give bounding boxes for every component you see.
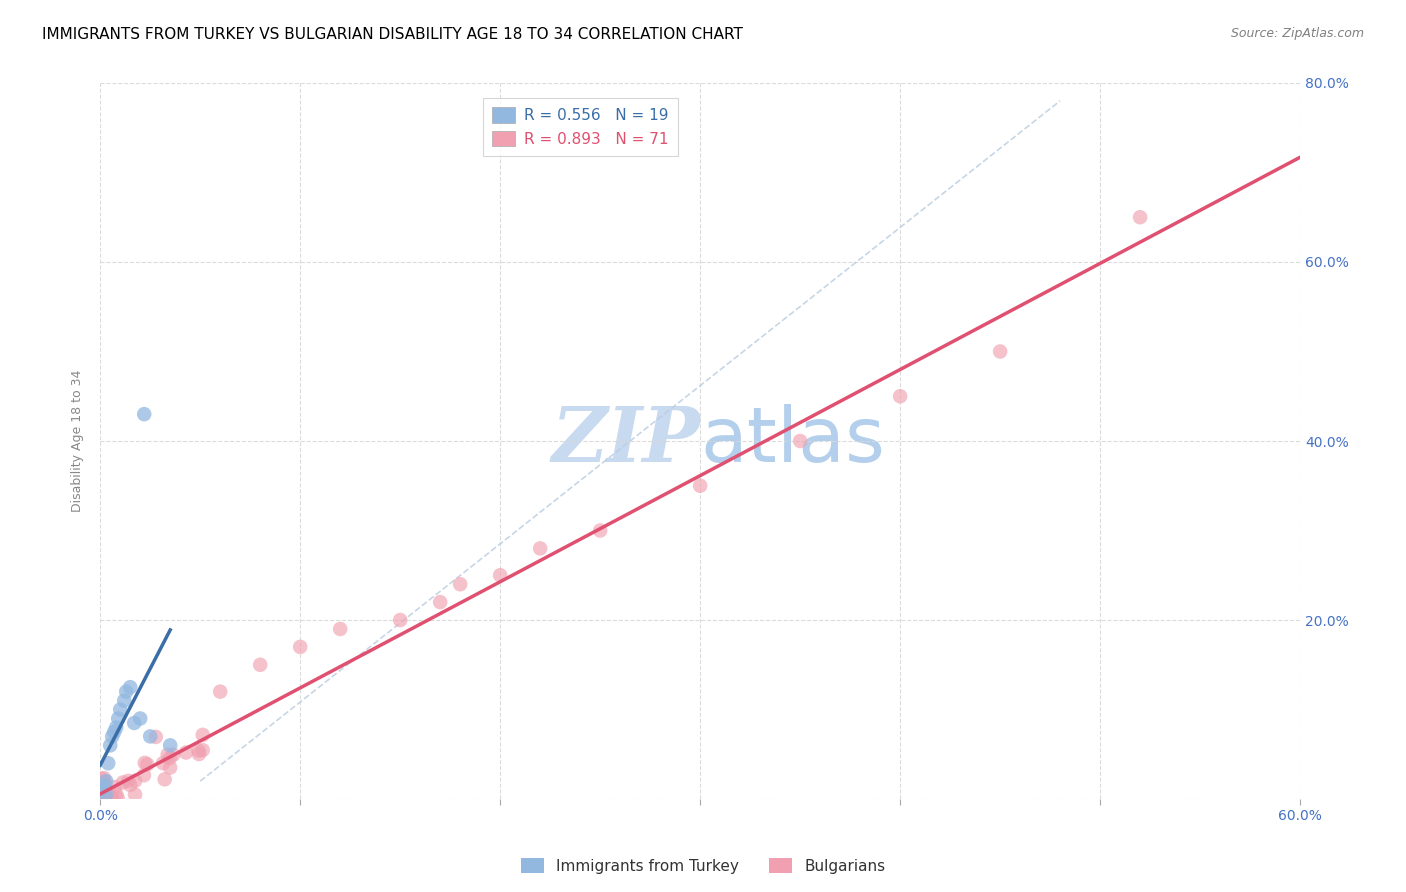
Point [209, 684, 232, 698]
Point [115, 684, 138, 698]
Point [94, 791, 117, 805]
Point [91, 791, 114, 805]
Point [91, 791, 114, 805]
Point [159, 739, 181, 753]
Point [97, 756, 120, 771]
Point [191, 728, 214, 742]
Point [104, 780, 127, 794]
Point [429, 595, 451, 609]
Point [100, 791, 122, 805]
Point [129, 711, 152, 725]
Point [90, 777, 112, 791]
Point [589, 524, 612, 538]
Point [90, 785, 112, 799]
Point [187, 743, 209, 757]
Point [153, 772, 176, 787]
Point [529, 541, 551, 556]
Point [91, 780, 114, 795]
Point [689, 479, 711, 493]
Point [91, 791, 114, 805]
Point [124, 788, 146, 802]
Point [136, 757, 159, 772]
Point [134, 407, 156, 421]
Point [159, 760, 181, 774]
Point [789, 434, 811, 448]
Point [101, 791, 124, 805]
Point [174, 746, 197, 760]
Point [93, 779, 115, 793]
Point [108, 702, 131, 716]
Point [96, 791, 118, 805]
Point [988, 344, 1011, 359]
Point [120, 778, 142, 792]
Point [449, 577, 471, 591]
Point [132, 768, 155, 782]
Point [90, 791, 112, 805]
Point [91, 791, 114, 805]
Point [111, 775, 134, 789]
Point [112, 693, 135, 707]
Text: ZIP: ZIP [551, 404, 700, 478]
Text: Source: ZipAtlas.com: Source: ZipAtlas.com [1230, 27, 1364, 40]
Point [97, 791, 120, 805]
Point [489, 568, 512, 582]
Point [98, 739, 121, 753]
Point [91, 791, 114, 805]
Point [96, 788, 118, 802]
Point [98, 791, 121, 805]
Point [101, 730, 124, 744]
Point [117, 773, 139, 788]
Text: atlas: atlas [700, 404, 884, 478]
Point [90, 784, 112, 798]
Legend: Immigrants from Turkey, Bulgarians: Immigrants from Turkey, Bulgarians [515, 852, 891, 880]
Point [107, 711, 129, 725]
Point [96, 774, 118, 789]
Point [290, 640, 312, 654]
Point [97, 785, 120, 799]
Point [94, 791, 117, 805]
Point [152, 756, 174, 771]
Point [889, 389, 911, 403]
Point [93, 791, 115, 805]
Text: IMMIGRANTS FROM TURKEY VS BULGARIAN DISABILITY AGE 18 TO 34 CORRELATION CHART: IMMIGRANTS FROM TURKEY VS BULGARIAN DISA… [42, 27, 742, 42]
Point [1129, 211, 1152, 225]
Point [90, 779, 112, 793]
Point [90, 772, 112, 786]
Point [94, 786, 117, 800]
Point [90, 791, 112, 805]
Point [91, 791, 114, 805]
Point [122, 716, 145, 731]
Point [91, 791, 114, 805]
Point [91, 791, 114, 805]
Y-axis label: Disability Age 18 to 34: Disability Age 18 to 34 [72, 370, 84, 512]
Point [139, 730, 162, 744]
Point [120, 680, 142, 694]
Point [162, 747, 184, 762]
Point [159, 751, 181, 765]
Point [134, 756, 156, 770]
Point [107, 791, 129, 805]
Point [191, 743, 214, 757]
Point [90, 791, 112, 805]
Point [90, 791, 112, 805]
Point [93, 775, 115, 789]
Point [91, 783, 114, 797]
Point [90, 790, 112, 805]
Point [156, 747, 179, 762]
Point [93, 791, 115, 805]
Point [145, 730, 167, 744]
Point [93, 771, 115, 785]
Point [105, 721, 128, 735]
Point [249, 657, 271, 672]
Point [124, 773, 146, 788]
Point [105, 788, 128, 802]
Point [329, 622, 352, 636]
Point [188, 747, 211, 761]
Legend: R = 0.556   N = 19, R = 0.893   N = 71: R = 0.556 N = 19, R = 0.893 N = 71 [482, 98, 678, 156]
Point [389, 613, 412, 627]
Point [103, 725, 125, 739]
